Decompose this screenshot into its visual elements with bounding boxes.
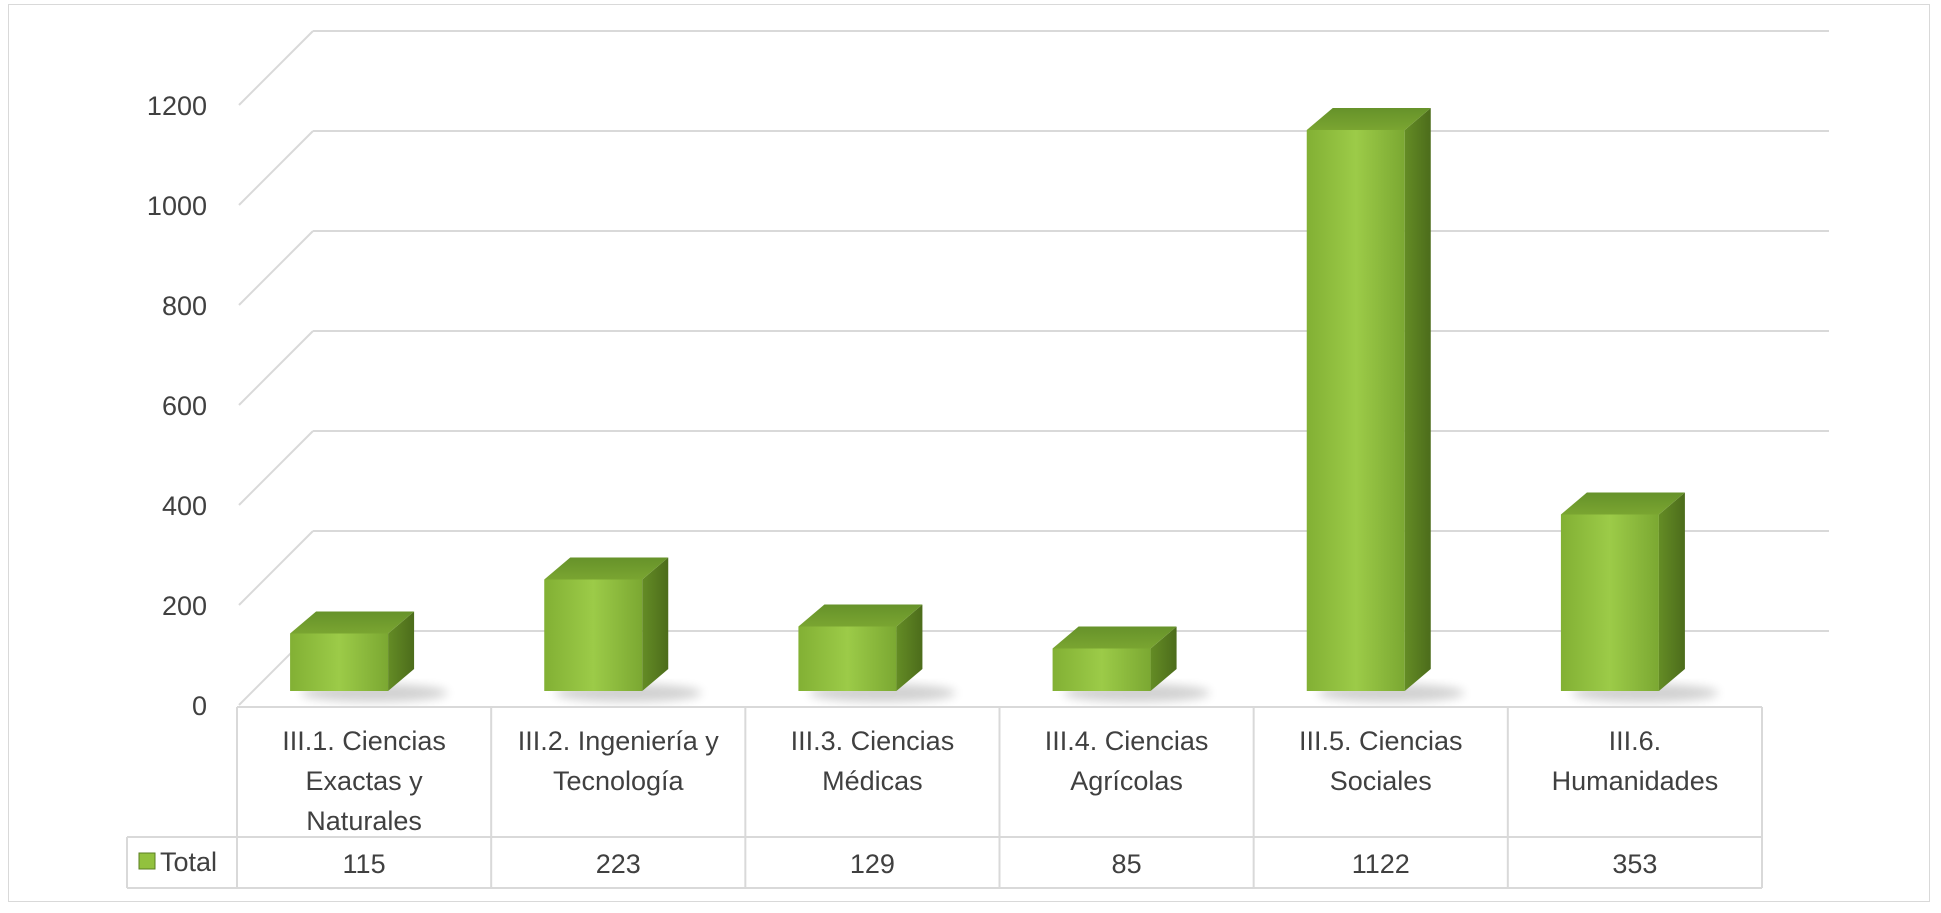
y-tick-label: 600 (162, 391, 207, 421)
bar-top (798, 604, 923, 627)
chart-frame: 0 200 400 600 800 1000 1200 III.1. Ciencias Exa… (8, 4, 1930, 902)
category-label-line: III.6. (1609, 726, 1662, 756)
bar-front (544, 579, 643, 691)
data-label: 1122 (1352, 849, 1410, 879)
bar-side (388, 611, 415, 691)
data-table: III.1. Ciencias Exactas y Naturales 115 III.… (126, 706, 1763, 889)
category-label: III.4. Ciencias Agrícolas (1045, 726, 1209, 796)
bar (290, 611, 448, 702)
category-label-line: III.2. Ingeniería y (518, 726, 720, 756)
category-label: III.5. Ciencias Sociales (1299, 726, 1463, 796)
bars (290, 108, 1719, 702)
bar-top (1306, 108, 1431, 130)
category-label-line: Tecnología (553, 766, 685, 796)
gridline-side (238, 30, 314, 106)
y-tick-label: 0 (192, 691, 207, 721)
bar-front (798, 626, 897, 691)
category-label: III.6. Humanidades (1552, 726, 1719, 796)
bar-top (1052, 626, 1177, 649)
category-label-line: III.1. Ciencias (282, 726, 446, 756)
category-label-line: III.3. Ciencias (791, 726, 955, 756)
category-label-line: III.5. Ciencias (1299, 726, 1463, 756)
bar-side (1150, 626, 1177, 691)
y-axis: 0 200 400 600 800 1000 1200 (147, 91, 207, 721)
category-label-line: Sociales (1330, 766, 1432, 796)
category-label-line: Médicas (822, 766, 923, 796)
category-label-line: Agrícolas (1070, 766, 1183, 796)
bar-side (1404, 108, 1431, 691)
bar-chart: 0 200 400 600 800 1000 1200 III.1. Ciencias Exa… (126, 30, 1829, 889)
legend-swatch (138, 852, 156, 870)
category-label-line: III.4. Ciencias (1045, 726, 1209, 756)
category-label: III.1. Ciencias Exactas y Naturales (282, 726, 446, 836)
y-tick-label: 1000 (147, 191, 207, 221)
bar-side (642, 557, 669, 691)
data-label: 85 (1112, 849, 1142, 879)
bar-top (544, 557, 669, 580)
y-tick-label: 200 (162, 591, 207, 621)
bar-front (1306, 130, 1405, 691)
data-label: 223 (596, 849, 641, 879)
bar (1306, 108, 1465, 702)
bar-top (290, 611, 415, 634)
gridline-side (238, 130, 314, 206)
category-label-line: Naturales (306, 806, 422, 836)
gridline-side (238, 530, 314, 606)
bar-top (1560, 492, 1685, 515)
bar-front (290, 633, 389, 691)
bar (798, 604, 956, 702)
legend-label: Total (160, 847, 217, 877)
gridline-side (238, 330, 314, 406)
data-label: 353 (1612, 849, 1657, 879)
category-label: III.2. Ingeniería y Tecnología (518, 726, 720, 796)
bar-front (1560, 514, 1659, 691)
y-tick-label: 400 (162, 491, 207, 521)
data-label: 129 (850, 849, 895, 879)
bar (544, 557, 702, 702)
y-tick-label: 800 (162, 291, 207, 321)
bar-side (896, 604, 923, 691)
y-tick-label: 1200 (147, 91, 207, 121)
data-label: 115 (343, 849, 386, 879)
bar-front (1052, 648, 1151, 691)
bar (1560, 492, 1719, 702)
bar (1052, 626, 1211, 702)
category-label-line: Exactas y (306, 766, 424, 796)
bar-side (1658, 492, 1685, 691)
category-label-line: Humanidades (1552, 766, 1719, 796)
gridline-side (238, 230, 314, 306)
category-label: III.3. Ciencias Médicas (791, 726, 955, 796)
gridline-side (238, 430, 314, 506)
